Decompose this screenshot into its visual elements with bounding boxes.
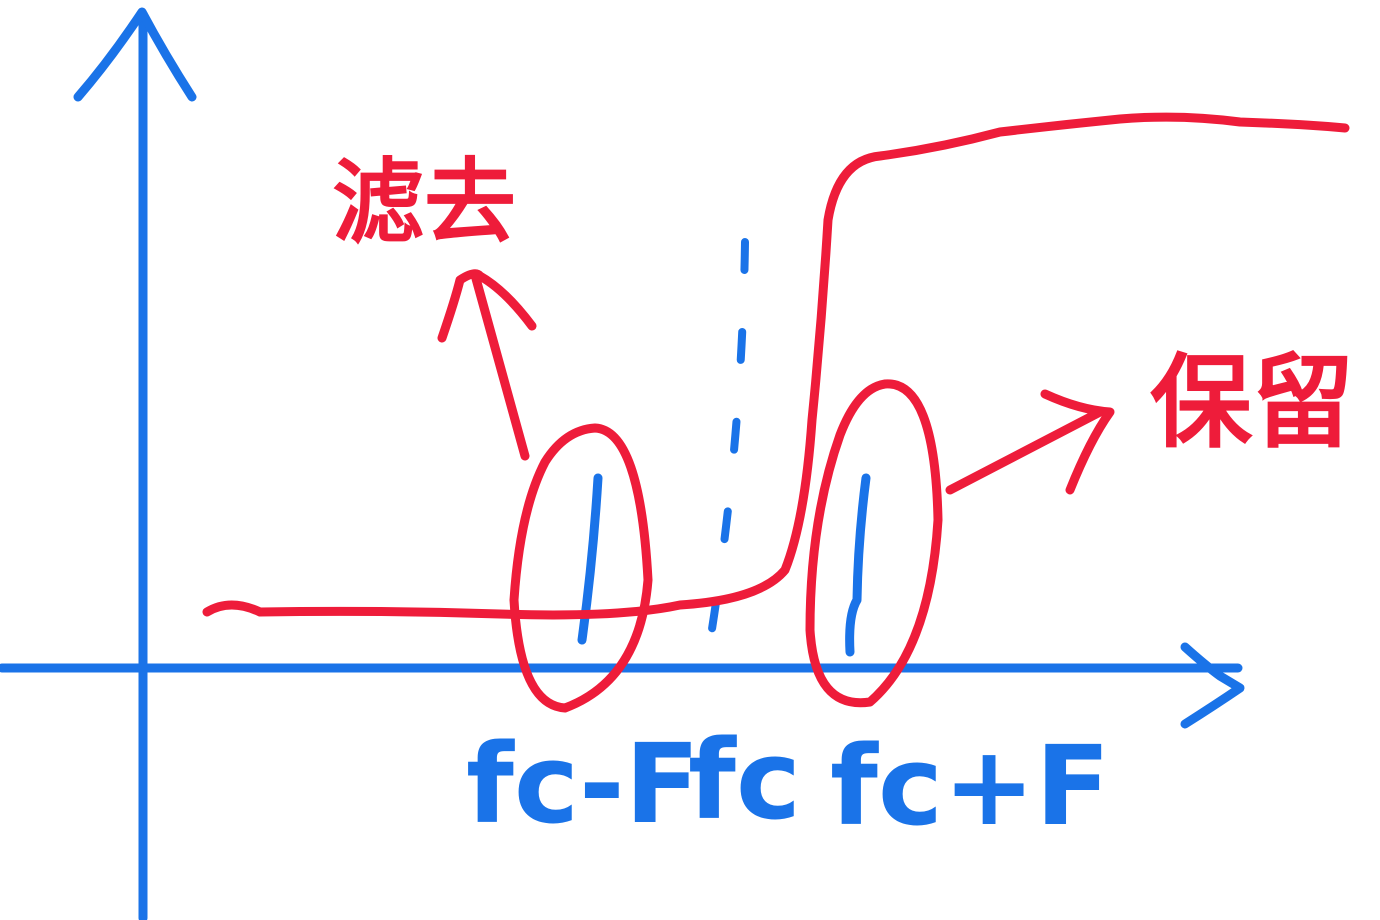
- upper-sideband-line: [845, 473, 871, 657]
- lower-sideband-line: [577, 473, 603, 645]
- upper-sideband-label: fc+F: [830, 722, 1110, 850]
- upper-sideband-ellipse: [805, 379, 943, 708]
- removed-arrow: [437, 269, 537, 461]
- kept-label: 保留: [1150, 344, 1354, 463]
- kept-arrow: [945, 389, 1115, 495]
- lower-sideband-label: fc-F: [466, 720, 700, 848]
- lower-sideband-ellipse: [509, 423, 653, 713]
- y-axis-arrowhead: [73, 7, 197, 102]
- carrier-label: fc: [688, 716, 801, 844]
- removed-label: 滤去: [332, 149, 516, 256]
- filter-response-curve: [202, 112, 1350, 620]
- x-axis-arrowhead: [1180, 642, 1245, 729]
